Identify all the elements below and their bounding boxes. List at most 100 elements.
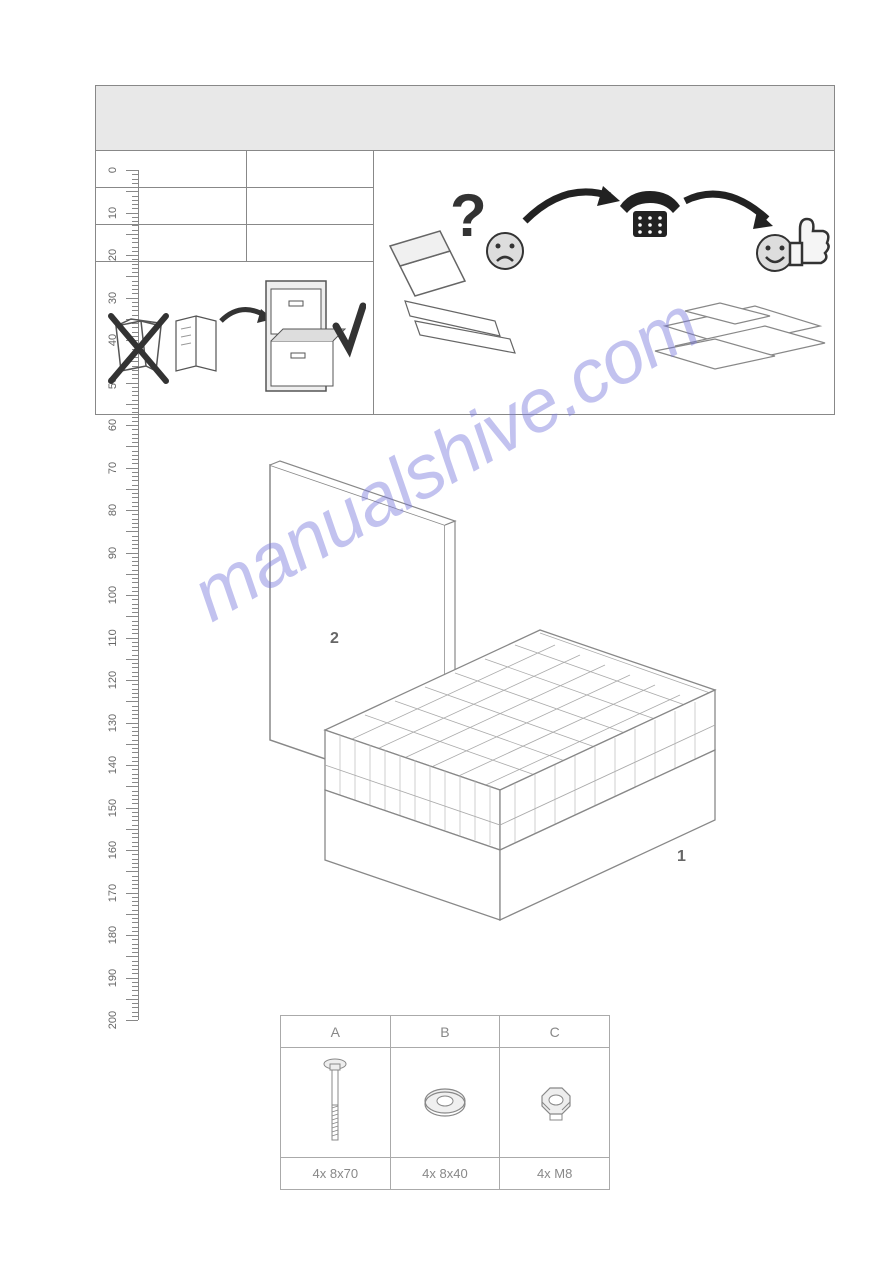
info-row [96, 188, 373, 225]
hardware-table: A B C [280, 1015, 610, 1190]
ruler-tick-minor [132, 931, 138, 932]
ruler-tick-minor [132, 459, 138, 460]
ruler-tick-minor [132, 922, 138, 923]
ruler-tick-minor [132, 965, 138, 966]
ruler-tick-minor [132, 548, 138, 549]
ruler-tick-major [126, 765, 138, 766]
ruler-tick-minor [132, 565, 138, 566]
ruler-tick-minor [132, 952, 138, 953]
ruler-tick-minor [132, 434, 138, 435]
ruler-tick-minor [132, 731, 138, 732]
ruler-tick-major [126, 680, 138, 681]
ruler-tick-minor [132, 672, 138, 673]
ruler-tick-minor [132, 451, 138, 452]
ruler-tick-minor [132, 442, 138, 443]
nut-icon [500, 1048, 610, 1158]
ruler-tick-minor [132, 1003, 138, 1004]
bed-diagram: 2 1 [155, 445, 775, 975]
ruler-tick-major [126, 723, 138, 724]
ruler-tick-minor [132, 650, 138, 651]
ruler-tick-minor [132, 867, 138, 868]
ruler-tick-major [126, 850, 138, 851]
ruler-tick-minor [132, 480, 138, 481]
ruler-label: 200 [107, 1008, 119, 1032]
ruler-tick-minor [132, 982, 138, 983]
ruler-tick-major [126, 935, 138, 936]
ruler-tick-minor [126, 956, 138, 957]
ruler-tick-minor [126, 574, 138, 575]
ruler-tick-minor [132, 833, 138, 834]
ruler-tick-minor [132, 561, 138, 562]
ruler-tick-minor [132, 897, 138, 898]
ruler-tick-minor [132, 625, 138, 626]
ruler-tick-minor [132, 795, 138, 796]
ruler-tick-minor [132, 799, 138, 800]
ruler-tick-minor [132, 876, 138, 877]
ruler-tick-minor [132, 803, 138, 804]
ruler-tick-major [126, 510, 138, 511]
hardware-col-a: A [281, 1016, 391, 1048]
ruler-tick-minor [132, 557, 138, 558]
part-label-base: 1 [677, 848, 686, 866]
ruler-tick-minor [132, 697, 138, 698]
ruler-label: 120 [107, 668, 119, 692]
ruler-tick-minor [132, 842, 138, 843]
hardware-qty-c: 4x M8 [500, 1158, 610, 1190]
ruler-tick-minor [132, 905, 138, 906]
ruler-tick-minor [126, 744, 138, 745]
ruler-tick-minor [126, 829, 138, 830]
ruler-tick-minor [132, 642, 138, 643]
ruler-label: 150 [107, 796, 119, 820]
ruler-tick-minor [126, 871, 138, 872]
ruler-tick-minor [132, 629, 138, 630]
ruler-tick-minor [126, 489, 138, 490]
ruler-tick-minor [132, 633, 138, 634]
ruler-tick-minor [132, 927, 138, 928]
ruler-tick-minor [132, 939, 138, 940]
ruler-tick-minor [132, 846, 138, 847]
info-body: ? [96, 151, 834, 416]
ruler-tick-minor [132, 837, 138, 838]
ruler-label: 180 [107, 923, 119, 947]
hardware-qty-a: 4x 8x70 [281, 1158, 391, 1190]
ruler-tick-minor [126, 786, 138, 787]
ruler-tick-minor [132, 973, 138, 974]
hardware-icon-row [281, 1048, 610, 1158]
ruler-tick-minor [132, 782, 138, 783]
ruler-tick-minor [132, 684, 138, 685]
ruler-tick-minor [132, 455, 138, 456]
hardware-qty-b: 4x 8x40 [390, 1158, 500, 1190]
ruler-tick-major [126, 893, 138, 894]
ruler-tick-minor [132, 493, 138, 494]
info-left [96, 151, 374, 415]
ruler-tick-minor [132, 523, 138, 524]
ruler-tick-major [126, 638, 138, 639]
ruler-tick-minor [132, 472, 138, 473]
ruler-tick-minor [132, 476, 138, 477]
ruler-tick-minor [132, 752, 138, 753]
ruler-tick-minor [132, 604, 138, 605]
ruler-tick-minor [132, 655, 138, 656]
ruler-tick-minor [132, 527, 138, 528]
ruler-tick-minor [132, 676, 138, 677]
ruler-label: 170 [107, 881, 119, 905]
ruler-tick-minor [132, 599, 138, 600]
ruler-tick-minor [132, 608, 138, 609]
ruler-tick-minor [132, 791, 138, 792]
bed-svg [155, 445, 775, 975]
ruler-tick-minor [132, 591, 138, 592]
ruler-tick-minor [132, 901, 138, 902]
ruler-tick-minor [132, 727, 138, 728]
ruler-tick-minor [132, 816, 138, 817]
ruler-tick-minor [132, 578, 138, 579]
ruler-tick-minor [132, 859, 138, 860]
ruler-tick-minor [132, 735, 138, 736]
ruler-tick-minor [126, 914, 138, 915]
ruler-tick-major [126, 1020, 138, 1021]
ruler-tick-minor [132, 1007, 138, 1008]
ruler-tick-major [126, 425, 138, 426]
ruler-label: 140 [107, 753, 119, 777]
ruler-label: 110 [107, 626, 119, 650]
hardware-col-b: B [390, 1016, 500, 1048]
ruler-tick-minor [132, 774, 138, 775]
